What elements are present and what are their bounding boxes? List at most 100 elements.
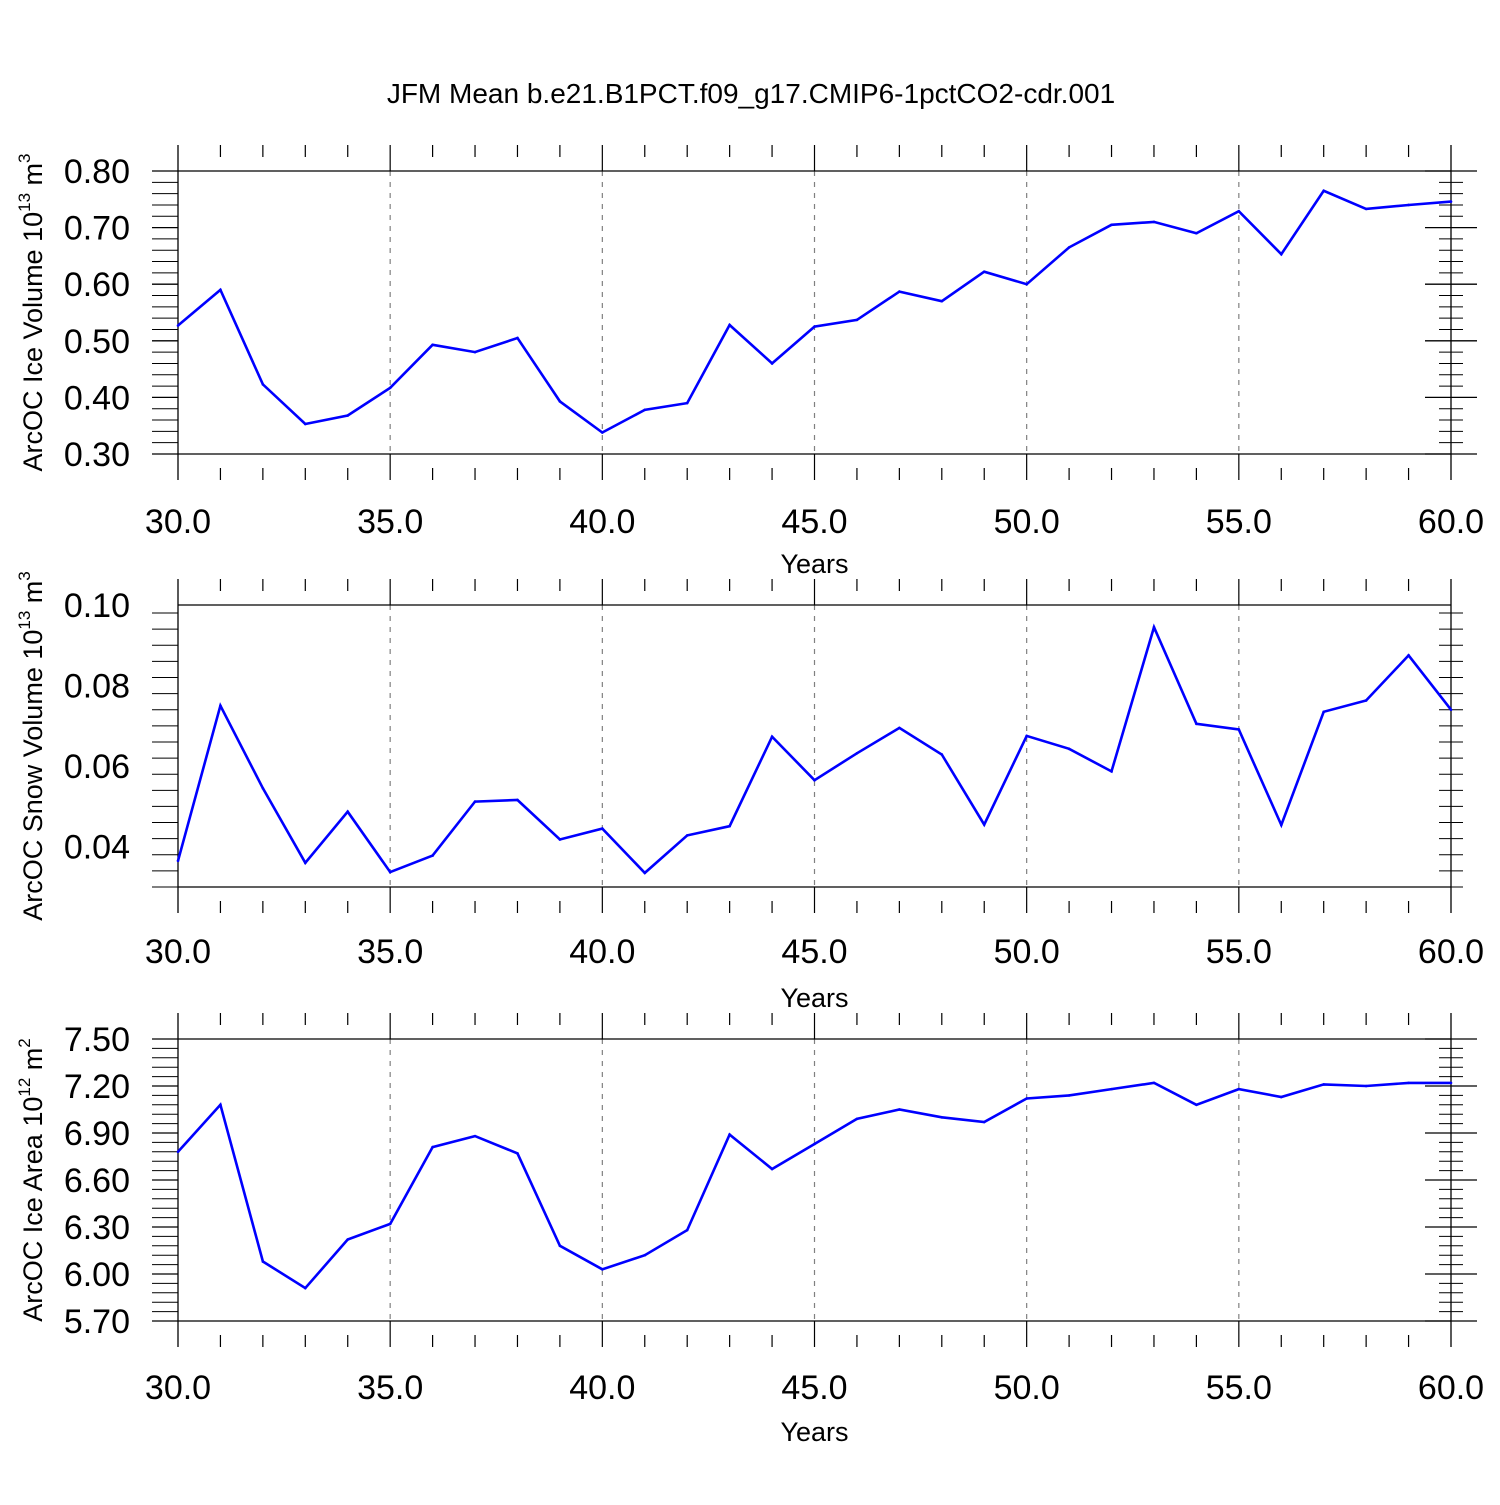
data-point	[1152, 1081, 1156, 1085]
y-axis-title-unit: m	[18, 163, 48, 193]
y-axis-title-unit: m	[18, 581, 48, 611]
x-axis-title: Years	[780, 549, 848, 579]
data-point	[770, 735, 774, 739]
x-tick-label: 50.0	[994, 933, 1060, 971]
data-point	[1025, 1097, 1028, 1100]
data-point	[516, 798, 519, 802]
data-point	[261, 383, 265, 386]
y-tick-label: 5.70	[64, 1303, 130, 1341]
data-point	[473, 800, 477, 803]
data-point	[855, 1117, 859, 1121]
y-axis-title: ArcOC Snow Volume 1013 m3	[15, 571, 48, 921]
data-point	[261, 787, 265, 790]
figure-title: JFM Mean b.e21.B1PCT.f09_g17.CMIP6-1pctC…	[387, 78, 1115, 109]
data-point	[1110, 223, 1113, 227]
x-tick-label: 45.0	[781, 933, 847, 971]
data-point	[601, 1268, 604, 1271]
data-point	[1195, 722, 1198, 726]
data-point	[219, 704, 222, 708]
data-point	[685, 401, 689, 405]
data-point	[1067, 1094, 1071, 1097]
y-axis-title-unit-exponent: 3	[15, 571, 34, 580]
y-axis-title: ArcOC Ice Volume 1013 m3	[15, 153, 48, 471]
x-axis-title: Years	[780, 983, 848, 1013]
x-tick-label: 55.0	[1206, 1369, 1272, 1407]
data-point	[1364, 699, 1368, 702]
data-point	[1195, 231, 1198, 235]
data-point	[770, 362, 774, 365]
y-tick-label: 7.20	[64, 1068, 130, 1106]
data-point	[1364, 207, 1368, 211]
x-tick-label: 35.0	[357, 933, 423, 971]
data-point	[1237, 209, 1241, 213]
data-point	[558, 1244, 562, 1248]
x-tick-label: 30.0	[145, 933, 211, 971]
data-point	[516, 1152, 519, 1155]
data-point	[728, 824, 731, 828]
data-point	[1407, 1081, 1410, 1085]
data-point	[1449, 708, 1453, 712]
y-axis-title-unit-exponent: 2	[15, 1038, 34, 1047]
data-point	[176, 324, 180, 327]
y-tick-label: 6.30	[64, 1209, 130, 1247]
data-point	[1322, 710, 1325, 714]
data-point	[1364, 1084, 1368, 1088]
data-point	[1110, 1087, 1113, 1091]
y-axis-title-exponent: 12	[15, 1078, 34, 1097]
y-tick-label: 0.06	[64, 748, 130, 786]
data-point	[431, 343, 434, 347]
data-point	[685, 1228, 689, 1232]
data-point	[304, 422, 307, 426]
data-point	[1407, 203, 1410, 207]
data-point	[388, 870, 392, 874]
chart-panel-3: 30.0 35.0 40.0 45.0 50.0 55.0 60.0 5.70 6.00 6.30…	[15, 1013, 1484, 1447]
data-point	[1195, 1103, 1198, 1107]
data-point	[219, 288, 222, 292]
data-point	[388, 386, 392, 390]
x-tick-label: 60.0	[1418, 1369, 1484, 1407]
data-point	[1152, 625, 1156, 629]
data-point	[1449, 200, 1453, 203]
data-point	[643, 408, 647, 412]
data-point	[473, 350, 477, 354]
data-point	[1025, 282, 1028, 286]
data-point	[558, 400, 562, 403]
x-tick-label: 50.0	[994, 503, 1060, 541]
data-point	[1237, 1087, 1241, 1091]
x-tick-label: 40.0	[569, 1369, 635, 1407]
x-tick-label: 40.0	[569, 503, 635, 541]
y-axis-title-text: ArcOC Ice Area 10	[18, 1097, 48, 1322]
x-axis-title: Years	[780, 1417, 848, 1447]
x-tick-label: 45.0	[781, 503, 847, 541]
data-point	[1279, 1095, 1283, 1099]
y-tick-label: 7.50	[64, 1021, 130, 1059]
data-point	[1279, 823, 1283, 827]
x-tick-label: 55.0	[1206, 933, 1272, 971]
data-point	[1322, 189, 1325, 193]
data-point	[982, 1120, 986, 1124]
y-axis-title-exponent: 13	[15, 193, 34, 212]
data-point	[304, 861, 307, 865]
y-tick-label: 0.60	[64, 266, 130, 304]
data-point	[982, 823, 986, 826]
x-tick-label: 45.0	[781, 1369, 847, 1407]
data-point	[940, 753, 944, 756]
data-point	[601, 431, 604, 434]
x-tick-label: 40.0	[569, 933, 635, 971]
data-point	[685, 834, 689, 837]
data-point	[558, 838, 562, 841]
data-point	[940, 1116, 944, 1119]
data-point	[346, 810, 350, 813]
data-point	[728, 1133, 731, 1136]
x-tick-label: 50.0	[994, 1369, 1060, 1407]
y-tick-label: 0.08	[64, 668, 130, 706]
data-point	[1407, 654, 1410, 657]
data-point	[1237, 728, 1241, 731]
y-tick-label: 6.90	[64, 1115, 130, 1153]
data-point	[898, 726, 901, 730]
data-point	[940, 299, 944, 303]
data-point	[431, 1145, 434, 1149]
chart-panel-2: 30.0 35.0 40.0 45.0 50.0 55.0 60.0 0.04 0.06 0.08…	[15, 571, 1484, 1013]
y-tick-label: 0.80	[64, 153, 130, 191]
